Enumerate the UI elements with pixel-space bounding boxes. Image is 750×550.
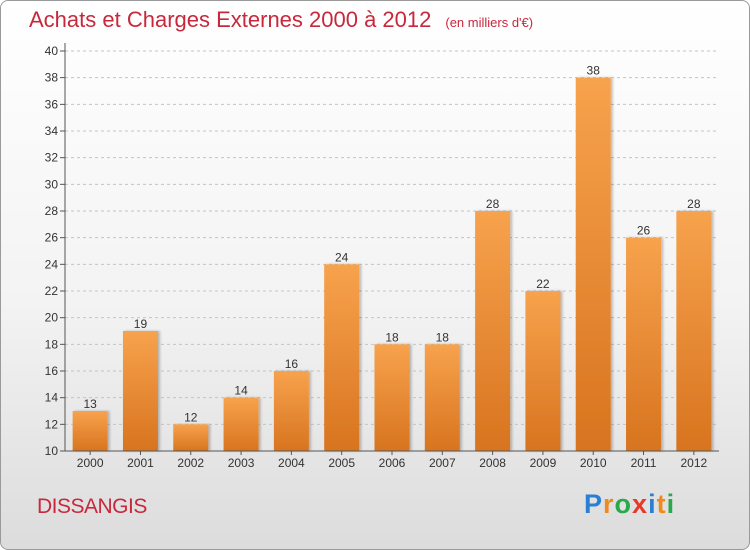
y-tick-label: 12 xyxy=(45,417,59,431)
bar-2005 xyxy=(324,264,360,451)
x-tick-label-2008: 2008 xyxy=(479,456,506,470)
bar-2007 xyxy=(424,344,460,451)
chart-title-text: Achats et Charges Externes 2000 à 2012 xyxy=(29,7,432,32)
place-name: DISSANGIS xyxy=(37,495,147,518)
bar-2002 xyxy=(173,424,209,451)
value-label-2003: 14 xyxy=(234,384,248,398)
y-tick-label: 36 xyxy=(45,97,59,111)
x-tick-label-2004: 2004 xyxy=(278,456,305,470)
bar-2010 xyxy=(575,77,611,452)
logo-letter: t xyxy=(656,489,667,519)
x-tick-label-2010: 2010 xyxy=(580,456,607,470)
y-tick-label: 38 xyxy=(45,71,59,85)
bar-2006 xyxy=(374,344,410,451)
y-tick-label: 28 xyxy=(45,204,59,218)
bar-2008 xyxy=(475,211,511,451)
bar-2004 xyxy=(273,371,309,451)
y-tick-label: 40 xyxy=(45,44,59,58)
logo-letter: P xyxy=(584,489,604,519)
x-tick-label-2007: 2007 xyxy=(429,456,456,470)
x-tick-label-2001: 2001 xyxy=(127,456,154,470)
logo-letter: i xyxy=(648,489,657,519)
x-tick-label-2000: 2000 xyxy=(77,456,104,470)
value-label-2012: 28 xyxy=(687,197,701,211)
logo-letter: i xyxy=(666,489,676,519)
bar-2009 xyxy=(525,291,561,451)
value-label-2004: 16 xyxy=(285,357,299,371)
y-tick-label: 30 xyxy=(45,177,59,191)
y-tick-label: 18 xyxy=(45,337,59,351)
x-tick-label-2012: 2012 xyxy=(680,456,707,470)
x-tick-label-2006: 2006 xyxy=(379,456,406,470)
y-tick-label: 24 xyxy=(45,257,59,271)
value-label-2008: 28 xyxy=(486,197,500,211)
value-label-2006: 18 xyxy=(385,330,399,344)
bar-2011 xyxy=(626,237,662,451)
y-tick-label: 10 xyxy=(45,444,59,458)
y-tick-label: 34 xyxy=(45,124,59,138)
y-tick-label: 22 xyxy=(45,284,59,298)
value-label-2001: 19 xyxy=(134,317,148,331)
x-tick-label-2011: 2011 xyxy=(631,456,657,470)
logo-letter: x xyxy=(632,489,649,519)
chart-subtitle: (en milliers d'€) xyxy=(445,15,534,30)
x-tick-label-2005: 2005 xyxy=(328,456,355,470)
value-label-2002: 12 xyxy=(184,410,198,424)
value-label-2011: 26 xyxy=(637,224,651,238)
x-tick-label-2009: 2009 xyxy=(530,456,557,470)
value-label-2009: 22 xyxy=(536,277,550,291)
chart-title: Achats et Charges Externes 2000 à 2012 (e… xyxy=(29,7,533,33)
y-tick-label: 14 xyxy=(45,391,59,405)
y-tick-label: 20 xyxy=(45,311,59,325)
value-label-2000: 13 xyxy=(83,397,97,411)
y-tick-label: 26 xyxy=(45,231,59,245)
x-tick-label-2003: 2003 xyxy=(228,456,255,470)
value-label-2005: 24 xyxy=(335,250,349,264)
logo-letter: o xyxy=(614,489,633,519)
value-label-2010: 38 xyxy=(587,64,601,78)
x-tick-label-2002: 2002 xyxy=(177,456,204,470)
value-label-2007: 18 xyxy=(436,330,450,344)
bar-2001 xyxy=(122,331,158,451)
bar-2012 xyxy=(676,211,712,451)
y-tick-label: 32 xyxy=(45,151,59,165)
logo-letter: r xyxy=(603,489,615,519)
bar-2003 xyxy=(223,397,259,451)
y-tick-label: 16 xyxy=(45,364,59,378)
bar-2000 xyxy=(72,411,108,451)
proxiti-logo: Proxiti xyxy=(584,489,675,520)
